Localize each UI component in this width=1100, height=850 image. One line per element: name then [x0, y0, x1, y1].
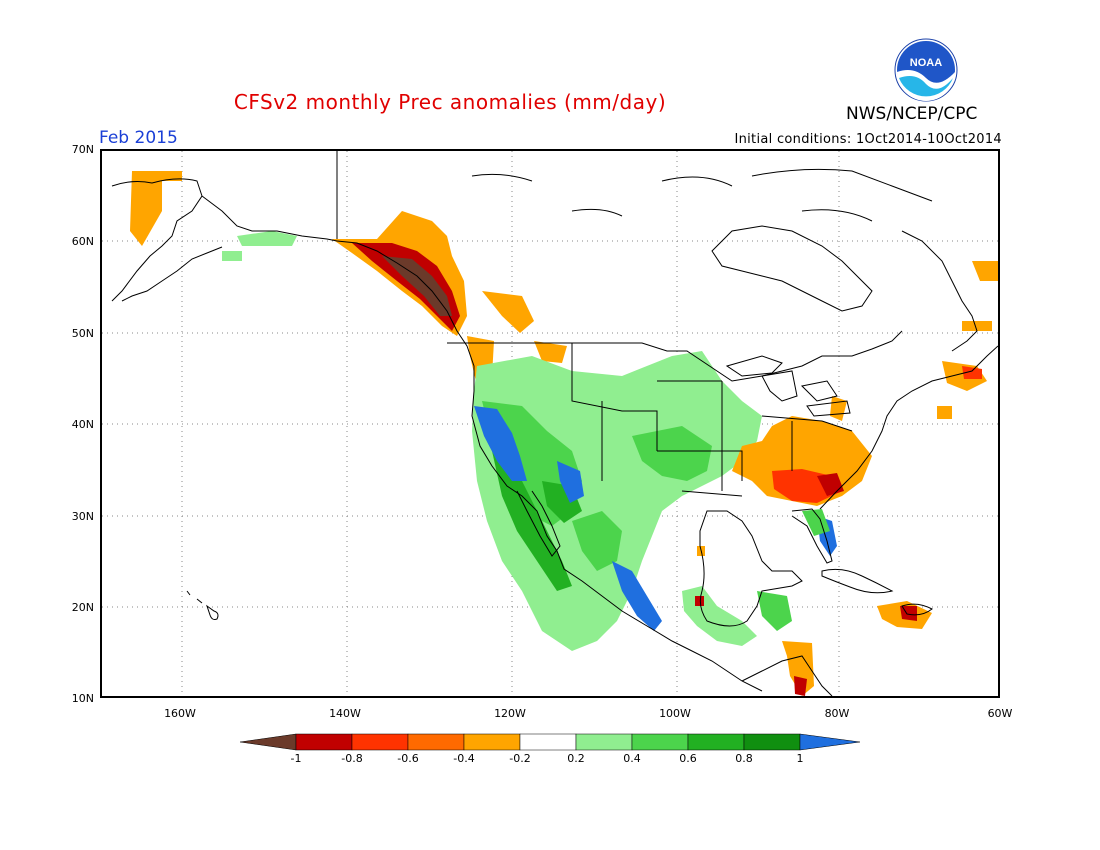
colorbar-swatch-1	[295, 733, 353, 751]
colorbar-label-7: 0.4	[623, 752, 641, 765]
lat-label-40n: 40N	[71, 418, 94, 431]
colorbar-label-10: 1	[796, 752, 804, 765]
lat-label-70n: 70N	[71, 143, 94, 156]
colorbar-swatch-6	[575, 733, 633, 751]
lon-label-160w: 160W	[164, 707, 196, 720]
coastlines	[111, 151, 998, 696]
lon-label-80w: 80W	[824, 707, 850, 720]
colorbar-label-5: -0.2	[509, 752, 531, 765]
colorbar-arrow-left	[240, 733, 297, 751]
anomaly-map	[100, 149, 1000, 698]
colorbar-swatch-2	[351, 733, 409, 751]
colorbar-label-8: 0.6	[679, 752, 697, 765]
noaa-logo: NOAA	[894, 38, 958, 102]
colorbar-label-9: 0.8	[735, 752, 753, 765]
logo-text: NOAA	[910, 57, 942, 69]
lat-label-60n: 60N	[71, 235, 94, 248]
colorbar-label-4: -0.4	[453, 752, 475, 765]
lon-label-100w: 100W	[659, 707, 691, 720]
lon-label-140w: 140W	[329, 707, 361, 720]
map-canvas	[102, 151, 998, 696]
lon-label-120w: 120W	[494, 707, 526, 720]
colorbar-swatch-9	[743, 733, 801, 751]
colorbar-label-1: -1	[290, 752, 302, 765]
lat-label-20n: 20N	[71, 601, 94, 614]
lat-label-50n: 50N	[71, 327, 94, 340]
lon-label-60w: 60W	[987, 707, 1013, 720]
lat-label-30n: 30N	[71, 510, 94, 523]
colorbar-swatch-5	[519, 733, 577, 751]
colorbar-swatch-8	[687, 733, 745, 751]
colorbar-arrow-right	[799, 733, 860, 751]
colorbar-swatch-3	[407, 733, 465, 751]
organization-label: NWS/NCEP/CPC	[846, 104, 978, 124]
colorbar-label-2: -0.8	[341, 752, 363, 765]
initial-conditions-label: Initial conditions: 1Oct2014-10Oct2014	[734, 132, 1002, 147]
colorbar-swatch-7	[631, 733, 689, 751]
colorbar-label-6: 0.2	[567, 752, 585, 765]
chart-title: CFSv2 monthly Prec anomalies (mm/day)	[233, 90, 667, 114]
colorbar-label-3: -0.6	[397, 752, 419, 765]
month-label: Feb 2015	[99, 128, 178, 148]
colorbar-swatch-4	[463, 733, 521, 751]
anomaly-shading	[130, 171, 998, 696]
colorbar	[240, 733, 860, 751]
lat-label-10n: 10N	[71, 692, 94, 705]
